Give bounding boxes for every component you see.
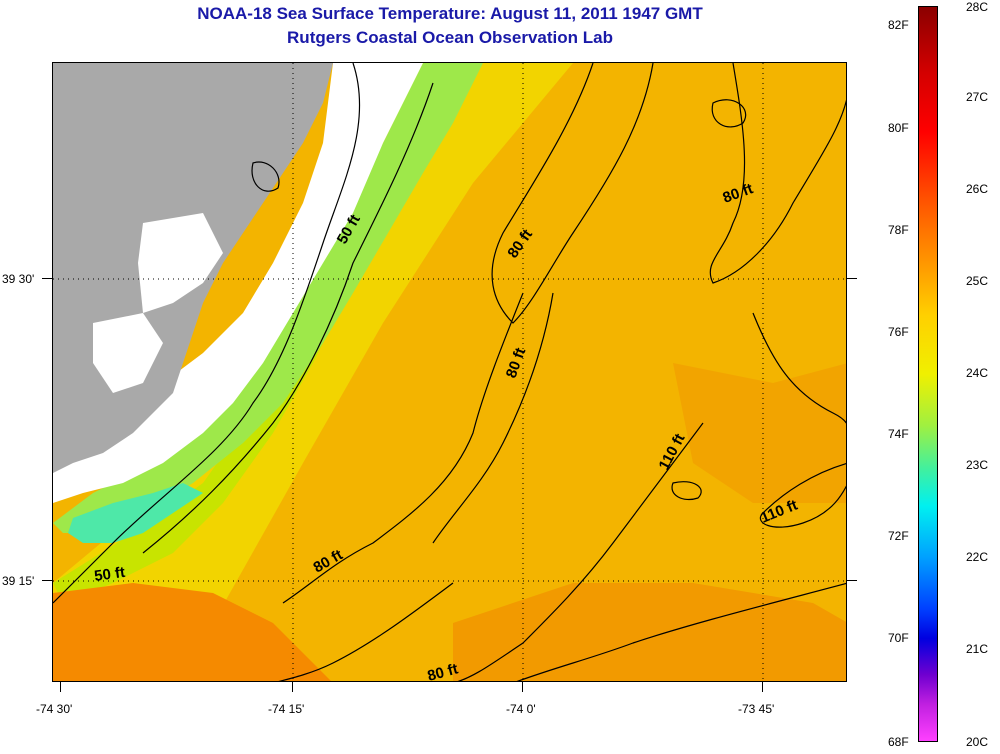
colorbar-c-label: 25C: [966, 274, 989, 288]
colorbar-f-label: 70F: [888, 631, 909, 645]
colorbar-f-label: 78F: [888, 223, 909, 237]
contour-label: 80 ft: [426, 660, 460, 682]
cool-patch-cyan: [68, 483, 203, 543]
colorbar-c-label: 23C: [966, 458, 989, 472]
estuary: [93, 313, 163, 393]
map-title: NOAA-18 Sea Surface Temperature: August …: [197, 4, 703, 23]
warm-patch-southwest: [53, 583, 331, 681]
colorbar-c-label: 24C: [966, 366, 989, 380]
warm-patch-south: [453, 583, 846, 681]
no-data-strip: [53, 63, 423, 503]
estuary: [138, 213, 223, 313]
colorbar-c-label: 26C: [966, 182, 989, 196]
colorbar-f-label: 82F: [888, 18, 909, 32]
bathymetry-contours: [53, 63, 846, 681]
sst-map-canvas: 50 ft 80 ft 80 ft 80 ft 110 ft 110 ft 50…: [53, 63, 846, 682]
lat-lon-grid: [53, 63, 846, 681]
lat-label: 39 30': [2, 272, 35, 286]
colorbar-c-label: 22C: [966, 550, 989, 564]
colorbar-c-label: 27C: [966, 90, 989, 104]
lon-label: -74 15': [268, 702, 305, 716]
lat-label: 39 15': [2, 574, 35, 588]
contour-label: 50 ft: [93, 564, 126, 585]
lon-label: -73 45': [738, 702, 775, 716]
sst-map: 50 ft 80 ft 80 ft 80 ft 110 ft 110 ft 50…: [52, 62, 847, 682]
colorbar-f-label: 68F: [888, 735, 909, 749]
colorbar-f-label: 76F: [888, 325, 909, 339]
colorbar-f-label: 80F: [888, 121, 909, 135]
colorbar-c-label: 20C: [966, 735, 989, 749]
lon-label: -74 0': [506, 702, 536, 716]
warm-patch-east: [673, 363, 846, 503]
temperature-colorbar: [918, 6, 938, 742]
colorbar-f-label: 74F: [888, 427, 909, 441]
colorbar-c-label: 28C: [966, 0, 989, 14]
lon-label: -74 30': [36, 702, 73, 716]
cool-band-green: [53, 63, 483, 533]
colorbar-c-label: 21C: [966, 642, 989, 656]
colorbar-f-label: 72F: [888, 529, 909, 543]
map-subtitle: Rutgers Coastal Ocean Observation Lab: [287, 28, 613, 47]
